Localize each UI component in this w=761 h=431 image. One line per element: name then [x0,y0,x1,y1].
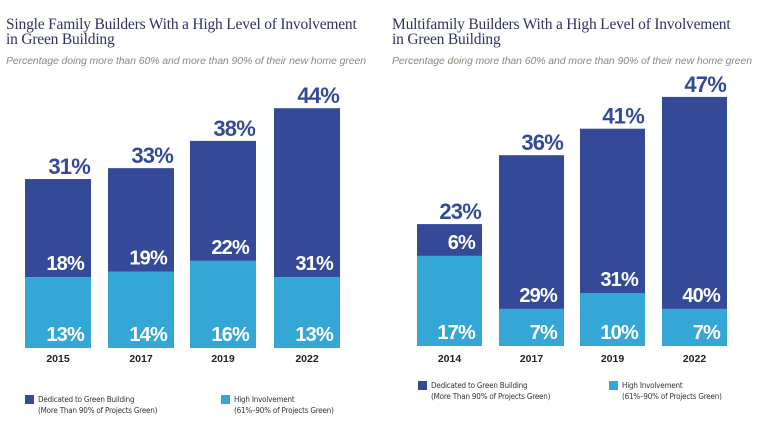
legend-label: Dedicated to Green Building (More Than 90… [431,380,550,402]
total-value-label: 47% [684,72,726,97]
legend-swatch-high-involvement [221,395,230,404]
x-tick-label: 2015 [46,353,70,365]
legend-label-line-2: (More Than 90% of Projects Green) [38,406,158,415]
bar-segment-high-involvement [108,271,174,348]
legend-label-line-2: (61%–90% of Projects Green) [234,406,334,415]
bar-segment-dedicated [417,224,482,256]
chart-subtitle: Percentage doing more than 60% and more … [6,55,366,67]
legend-label-line-2: (More Than 90% of Projects Green) [431,392,551,401]
total-value-label: 44% [297,83,339,108]
chart-title-line-1: Single Family Builders With a High Level… [6,16,357,33]
bar-segment-high-involvement [499,308,564,346]
multifamily-chart-panel: Multifamily Builders With a High Level o… [380,0,761,431]
chart-title: Single Family Builders With a High Level… [6,16,357,48]
segment-value-label: 6% [448,232,476,254]
bar-segment-dedicated [25,179,91,278]
segment-value-label: 40% [682,285,721,307]
bar-segment-dedicated [499,155,564,309]
segment-value-label: 17% [437,322,476,344]
x-tick-label: 2022 [683,353,707,365]
bar-segment-high-involvement [190,260,256,348]
segment-value-label: 16% [211,324,250,346]
legend-label-line-2: (61%–90% of Projects Green) [622,392,722,401]
total-value-label: 23% [439,199,481,224]
chart-title-line-1: Multifamily Builders With a High Level o… [392,16,731,33]
multifamily-bar-chart: 17% 6% 23% 2014 7% 29% 36% 2017 10% 31% 41% 2019 7% 4… [417,72,727,365]
single-family-bar-chart: 13% 18% 31% 2015 14% 19% 33% 2017 16% 22% 38% 2019 1… [25,83,340,365]
segment-value-label: 31% [295,253,334,275]
chart-title: Multifamily Builders With a High Level o… [392,16,731,48]
segment-value-label: 13% [295,324,334,346]
segment-value-label: 13% [46,324,85,346]
segment-value-label: 10% [600,322,639,344]
legend-swatch-dedicated [25,395,34,404]
legend-label-line-1: High Involvement [234,395,295,404]
total-value-label: 36% [521,130,563,155]
chart-title-line-2: in Green Building [392,31,501,48]
legend-label-line-1: Dedicated to Green Building [38,395,135,404]
legend-label: Dedicated to Green Building (More Than 90… [38,394,157,416]
x-tick-label: 2014 [438,353,462,365]
segment-value-label: 7% [693,322,721,344]
bar-segment-high-involvement [662,308,727,346]
total-value-label: 41% [602,104,644,129]
single-family-chart-panel: Single Family Builders With a High Level… [0,0,380,431]
bar-segment-dedicated [190,140,256,261]
x-tick-label: 2022 [295,353,319,365]
segment-value-label: 14% [129,324,168,346]
chart-title-line-2: in Green Building [6,31,115,48]
x-tick-label: 2019 [601,353,625,365]
segment-value-label: 7% [530,322,558,344]
x-tick-label: 2017 [520,353,544,365]
x-tick-label: 2017 [129,353,153,365]
segment-value-label: 19% [129,248,168,270]
bar-segment-high-involvement [25,277,91,348]
legend-swatch-dedicated [418,381,427,390]
total-value-label: 31% [48,154,90,179]
bar-segment-high-involvement [417,255,482,346]
segment-value-label: 18% [46,253,85,275]
legend-swatch-high-involvement [609,381,618,390]
chart-subtitle: Percentage doing more than 60% and more … [392,55,752,67]
bar-segment-dedicated [274,108,340,278]
legend-label-line-1: Dedicated to Green Building [431,381,528,390]
total-value-label: 38% [213,116,255,141]
legend-label-line-1: High Involvement [622,381,683,390]
x-tick-label: 2019 [211,353,235,365]
bar-segment-dedicated [662,96,727,309]
segment-value-label: 29% [519,285,558,307]
bar-segment-high-involvement [580,293,645,346]
total-value-label: 33% [131,143,173,168]
bar-segment-high-involvement [274,277,340,348]
bar-segment-dedicated [580,128,645,293]
segment-value-label: 22% [211,237,250,259]
legend-label: High Involvement (61%–90% of Projects Gre… [622,380,722,402]
bar-segment-dedicated [108,168,174,272]
segment-value-label: 31% [600,269,639,291]
legend-label: High Involvement (61%–90% of Projects Gre… [234,394,334,416]
